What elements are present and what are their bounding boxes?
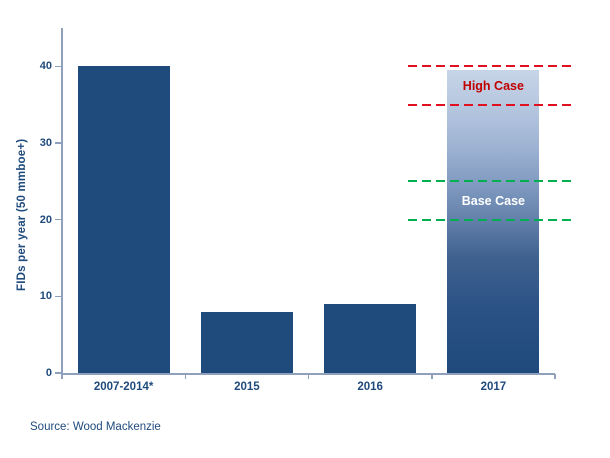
bar-2015 <box>200 311 293 373</box>
y-axis-tick <box>55 295 61 298</box>
y-axis-tick <box>55 372 61 374</box>
y-axis-tick-label: 30 <box>39 137 52 149</box>
source-note: Source: Wood Mackenzie <box>30 421 161 433</box>
y-axis-tick <box>55 65 61 68</box>
x-axis-tick <box>554 374 556 379</box>
x-axis-tick <box>307 374 310 379</box>
x-axis-tick <box>431 374 433 379</box>
y-axis-line <box>61 28 63 374</box>
ref-label-high-case: High Case <box>462 78 524 93</box>
x-axis-tick <box>61 374 63 379</box>
ref-line-high-case <box>408 65 575 68</box>
bar-2007-2014* <box>77 66 170 373</box>
x-axis-category-label: 2017 <box>480 381 507 393</box>
y-axis-tick-label: 10 <box>39 290 52 303</box>
x-axis-tick <box>184 374 186 379</box>
ref-label-base-case: Base Case <box>461 193 525 208</box>
x-axis-category-label: 2015 <box>234 381 260 393</box>
bar-2017 <box>447 70 540 373</box>
ref-line-high-case <box>408 103 575 106</box>
ref-line-base-case <box>408 218 575 221</box>
x-axis-category-label: 2007-2014* <box>93 381 154 393</box>
x-axis-category-label: 2016 <box>357 381 383 393</box>
y-axis-tick <box>55 142 61 144</box>
bar-2016 <box>324 304 417 373</box>
y-axis-tick <box>55 218 61 221</box>
y-axis-tick-label: 0 <box>45 367 52 379</box>
y-axis-tick-label: 20 <box>39 213 52 226</box>
x-axis-line <box>61 373 555 375</box>
ref-line-base-case <box>408 180 575 183</box>
y-axis-tick-label: 40 <box>39 60 52 73</box>
